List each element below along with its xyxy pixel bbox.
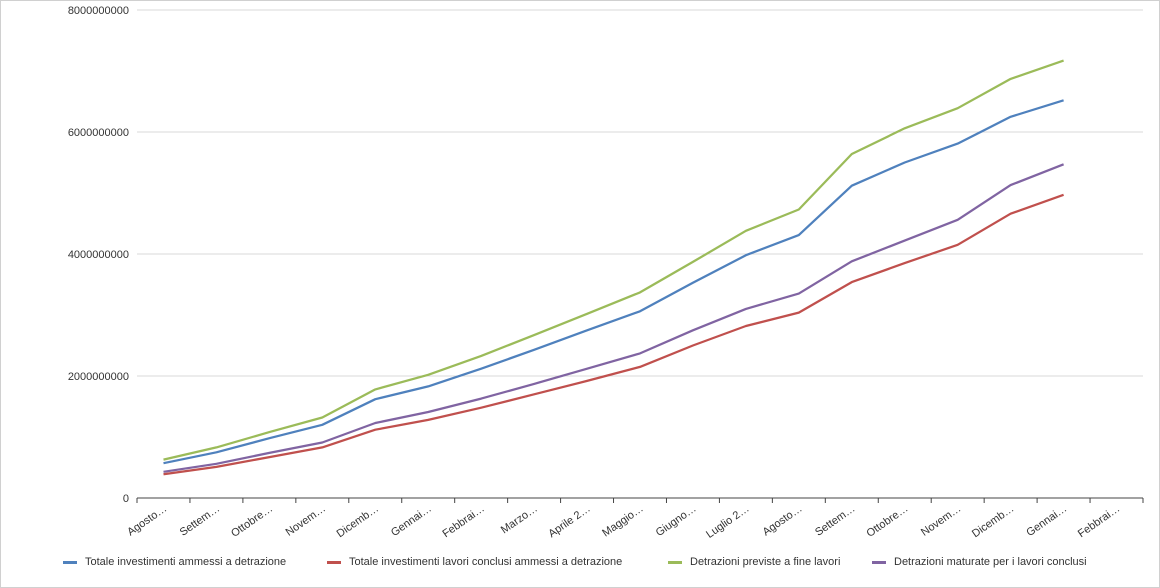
x-tick-label: Giugno… (654, 503, 699, 539)
legend-item: Totale investimenti ammessi a detrazione (63, 556, 286, 568)
legend-label: Detrazioni maturate per i lavori conclus… (894, 556, 1087, 568)
x-tick-label: Agosto… (125, 503, 169, 539)
x-tick-label: Settem… (178, 503, 222, 539)
x-tick-label: Aprile 2… (546, 503, 592, 541)
y-tick-label: 8000000000 (68, 5, 129, 17)
x-tick-label: Febbrai… (1076, 503, 1122, 541)
y-tick-label: 6000000000 (68, 127, 129, 139)
y-axis: 0 2000000000 4000000000 6000000000 800000000… (68, 5, 129, 505)
x-tick-label: Dicemb… (970, 503, 1016, 541)
legend-swatch (668, 560, 682, 564)
x-tick-label: Gennai… (1024, 503, 1069, 539)
legend-swatch (327, 560, 341, 564)
x-tick-label: Settem… (813, 503, 857, 539)
x-tick-label: Luglio 2… (704, 503, 751, 541)
x-tick-label: Maggio… (600, 503, 645, 540)
x-tick-label: Gennai… (389, 503, 434, 539)
x-tick-label: Marzo… (499, 503, 540, 537)
x-tick-label: Dicemb… (335, 503, 381, 541)
x-tick-label: Agosto… (761, 503, 805, 539)
legend-item: Totale investimenti lavori conclusi amme… (327, 556, 622, 568)
x-tick-label: Ottobre… (229, 503, 275, 540)
chart-legend: Totale investimenti ammessi a detrazione… (0, 556, 1160, 576)
x-tick-label: Ottobre… (865, 503, 911, 540)
legend-swatch (63, 560, 77, 564)
x-tick-label: Febbrai… (440, 503, 486, 541)
series-line (163, 99, 1064, 465)
series-lines (163, 59, 1065, 476)
x-tick-label: Novem… (919, 503, 963, 539)
legend-item: Detrazioni maturate per i lavori conclus… (872, 556, 1087, 568)
y-tick-label: 4000000000 (68, 249, 129, 261)
gridlines (137, 9, 1143, 377)
y-tick-label: 2000000000 (68, 371, 129, 383)
legend-label: Totale investimenti lavori conclusi amme… (349, 556, 623, 568)
legend-label: Detrazioni previste a fine lavori (690, 556, 841, 568)
y-tick-label: 0 (123, 493, 129, 505)
series-line (163, 193, 1064, 476)
legend-label: Totale investimenti ammessi a detrazione (85, 556, 287, 568)
series-line (163, 163, 1065, 473)
series-line (163, 59, 1064, 461)
x-tick-label: Novem… (284, 503, 328, 539)
legend-swatch (872, 560, 886, 564)
x-axis: Agosto… Settem… Ottobre… Novem… Dicemb… Genna… (125, 497, 1144, 541)
legend-item: Detrazioni previste a fine lavori (668, 556, 840, 568)
